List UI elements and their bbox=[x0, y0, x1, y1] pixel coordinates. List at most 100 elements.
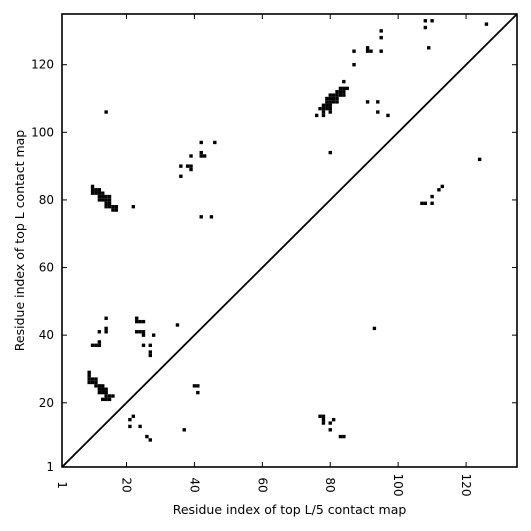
contact-point bbox=[87, 380, 91, 385]
contact-point bbox=[94, 380, 98, 385]
contact-point bbox=[107, 194, 112, 199]
contact-point bbox=[97, 198, 102, 202]
contact-point bbox=[101, 387, 105, 391]
x-tick-label: 80 bbox=[323, 477, 337, 492]
contact-point bbox=[94, 343, 98, 347]
contact-point bbox=[148, 350, 152, 354]
contact-point bbox=[423, 25, 428, 30]
contact-point bbox=[114, 205, 119, 209]
contact-point bbox=[104, 390, 108, 395]
contact-point bbox=[104, 205, 108, 209]
contact-point bbox=[342, 90, 346, 94]
x-tick-label: 100 bbox=[391, 474, 405, 497]
contact-point bbox=[379, 49, 383, 53]
contact-point bbox=[175, 323, 180, 327]
contact-point bbox=[148, 343, 152, 347]
contact-point bbox=[97, 387, 102, 391]
contact-point bbox=[331, 93, 336, 97]
contact-point bbox=[87, 374, 91, 378]
contact-point bbox=[107, 198, 112, 202]
contact-point bbox=[192, 384, 197, 388]
contact-point bbox=[104, 198, 108, 202]
contact-point bbox=[328, 150, 332, 155]
contact-point bbox=[325, 106, 329, 111]
contact-point bbox=[369, 49, 373, 53]
contact-point bbox=[318, 106, 322, 111]
contact-point bbox=[90, 184, 95, 189]
contact-point bbox=[331, 100, 336, 104]
contact-point bbox=[335, 90, 339, 94]
contact-point bbox=[199, 215, 203, 219]
contact-point bbox=[138, 319, 142, 324]
contact-point bbox=[376, 100, 380, 104]
contact-point bbox=[90, 343, 95, 347]
contact-point bbox=[199, 150, 203, 155]
contact-point bbox=[111, 394, 115, 398]
contact-point bbox=[379, 35, 383, 40]
contact-point bbox=[338, 90, 343, 94]
contact-point bbox=[107, 397, 112, 402]
contact-point bbox=[328, 110, 332, 114]
contact-point bbox=[101, 191, 105, 195]
contact-point bbox=[107, 201, 112, 205]
contact-point bbox=[321, 417, 326, 422]
contact-point bbox=[148, 438, 152, 442]
contact-point bbox=[321, 110, 326, 114]
contact-point bbox=[131, 414, 136, 418]
contact-point bbox=[90, 377, 95, 381]
contact-point bbox=[338, 86, 343, 91]
contact-point bbox=[128, 424, 132, 429]
contact-point bbox=[135, 330, 139, 334]
contact-point bbox=[338, 434, 343, 439]
contact-point bbox=[199, 140, 203, 145]
contact-point bbox=[182, 428, 186, 432]
contact-point bbox=[365, 100, 370, 104]
contact-point bbox=[196, 390, 200, 395]
contact-point bbox=[437, 188, 441, 192]
contact-point bbox=[199, 154, 203, 158]
x-tick-label: 1 bbox=[55, 481, 69, 489]
contact-point bbox=[331, 417, 336, 422]
contact-point bbox=[101, 194, 105, 199]
contact-point bbox=[430, 19, 434, 23]
contact-point bbox=[94, 191, 98, 195]
y-tick-label: 60 bbox=[39, 261, 54, 275]
y-tick-label: 80 bbox=[39, 193, 54, 207]
contact-point bbox=[321, 421, 326, 425]
contact-point bbox=[97, 330, 102, 334]
contact-point bbox=[101, 397, 105, 402]
contact-point bbox=[111, 205, 115, 209]
contact-point bbox=[342, 79, 346, 84]
contact-point bbox=[135, 319, 139, 324]
contact-point bbox=[179, 164, 183, 168]
contact-point bbox=[420, 201, 424, 205]
contact-point bbox=[196, 384, 200, 388]
contact-point bbox=[94, 188, 98, 192]
contact-point bbox=[386, 113, 390, 118]
contact-point bbox=[87, 370, 91, 375]
y-tick-label: 20 bbox=[39, 396, 54, 410]
contact-points bbox=[87, 19, 489, 442]
contact-point bbox=[338, 93, 343, 97]
contact-point bbox=[97, 188, 102, 192]
contact-point bbox=[189, 164, 193, 168]
contact-point bbox=[104, 326, 108, 331]
contact-point bbox=[328, 428, 332, 432]
contact-point bbox=[430, 201, 434, 205]
y-tick-label: 1 bbox=[46, 460, 54, 474]
contact-point bbox=[325, 96, 329, 101]
contact-point bbox=[97, 390, 102, 395]
contact-point bbox=[365, 46, 370, 50]
contact-point bbox=[179, 174, 183, 178]
contact-point bbox=[423, 201, 428, 205]
contact-point bbox=[145, 434, 149, 439]
contact-point bbox=[138, 330, 142, 334]
contact-point bbox=[328, 96, 332, 101]
contact-point bbox=[379, 29, 383, 33]
contact-point bbox=[342, 434, 346, 439]
contact-point bbox=[423, 19, 428, 23]
contact-point bbox=[107, 205, 112, 209]
contact-point bbox=[342, 86, 346, 91]
